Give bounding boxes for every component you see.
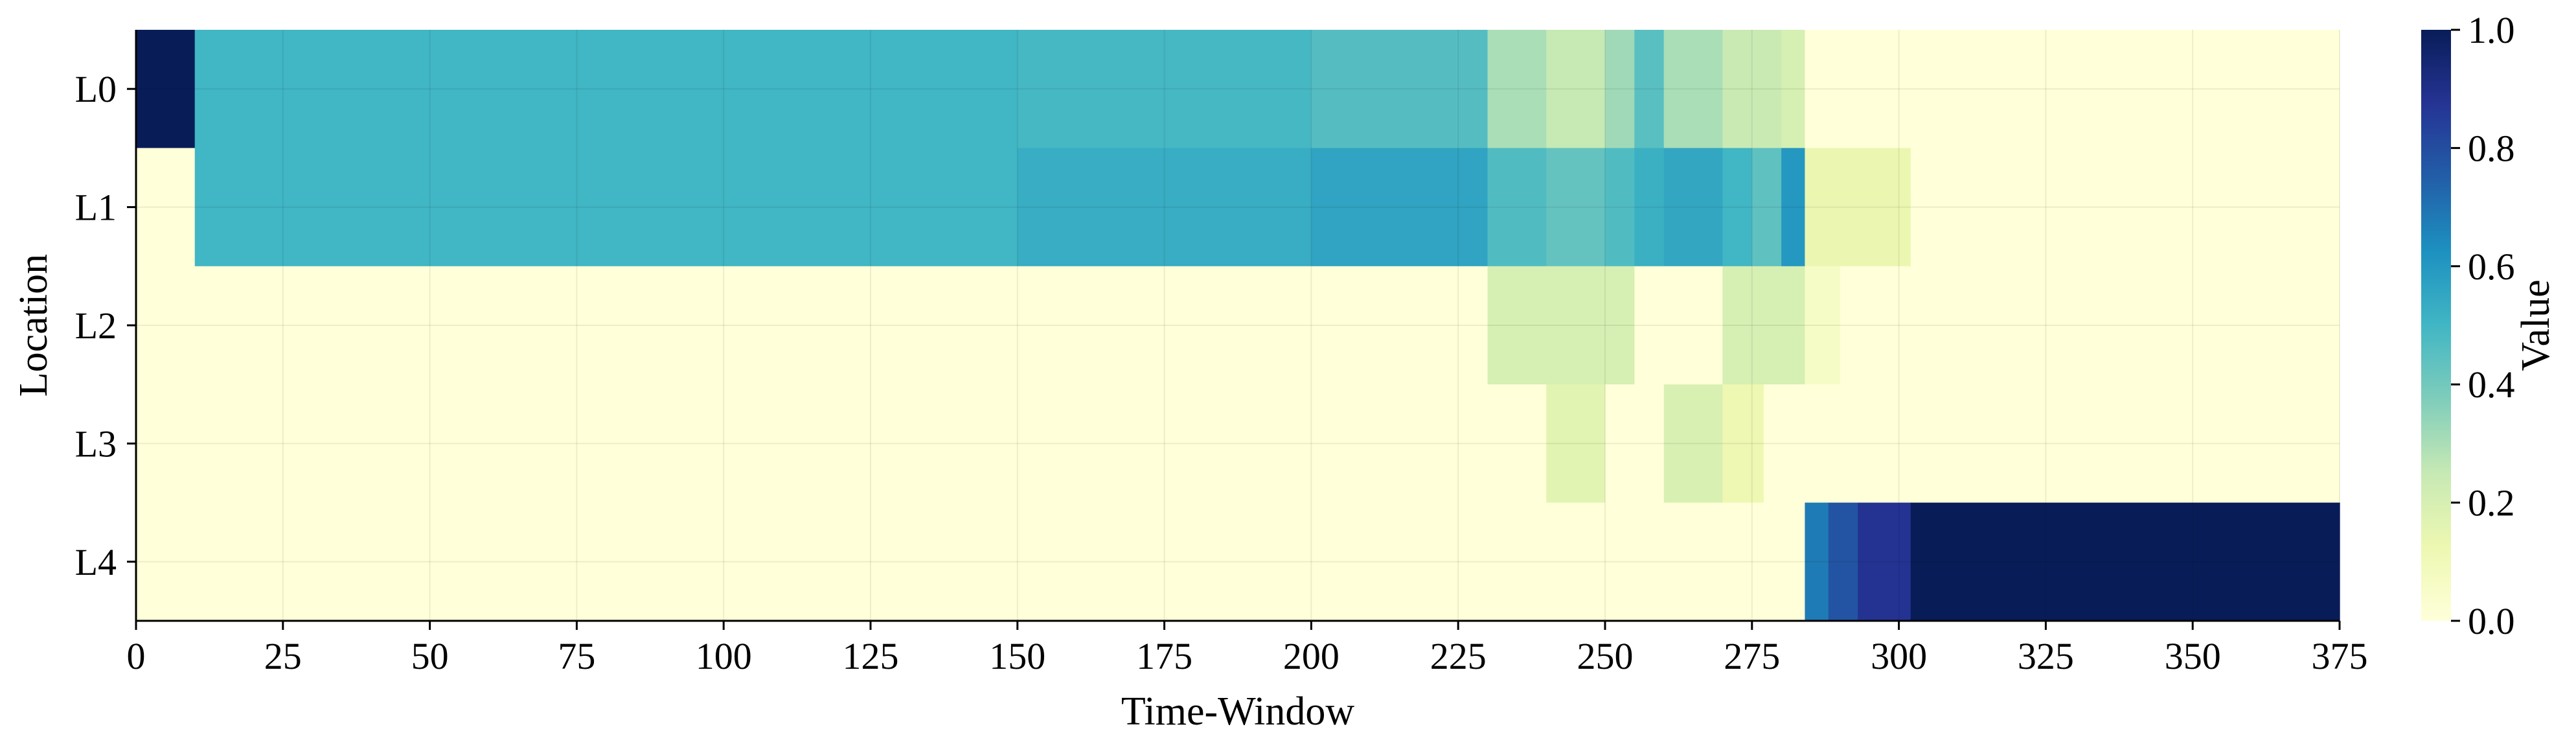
colorbar-tick-label: 1.0 [2468, 9, 2515, 51]
heatmap-cell-l1-2 [1017, 148, 1312, 267]
heatmap-cell-l1-6 [1605, 148, 1635, 267]
y-tick-label-l0: L0 [75, 68, 117, 110]
y-axis-ticks: L0 L1 L2 L3 L4 [75, 68, 136, 583]
y-tick-label-l2: L2 [75, 305, 117, 347]
colorbar-tick-label: 0.6 [2468, 246, 2515, 288]
colorbar-tick-label: 0.4 [2468, 364, 2515, 406]
x-tick-label: 50 [411, 635, 449, 677]
x-tick-label: 200 [1283, 635, 1339, 677]
heatmap-cell-l0-3 [1311, 30, 1488, 148]
y-tick-label-l4: L4 [75, 541, 117, 583]
heatmap-cell-l0-7 [1634, 30, 1665, 148]
heatmap-cell-l3-4 [1722, 384, 1764, 504]
x-tick-label: 350 [2165, 635, 2221, 677]
colorbar-tick-label: 0.8 [2468, 127, 2515, 169]
heatmap-cell-l2-4 [1805, 266, 1841, 385]
heatmap-cell-l1-5 [1546, 148, 1606, 267]
heatmap-cell-l2-5 [1840, 266, 2340, 385]
heatmap-cell-l0-8 [1663, 30, 1724, 148]
x-axis-label: Time-Window [1121, 690, 1355, 734]
heatmap-cell-l1-3 [1311, 148, 1488, 267]
x-tick-label: 75 [558, 635, 595, 677]
x-axis-ticks: 0 25 50 75 100 125 150 175 200 225 250 275 300 325 350… [127, 621, 2368, 677]
heatmap-cell-l4-4 [1910, 502, 2340, 621]
y-tick-label-l3: L3 [75, 423, 117, 465]
heatmap-cell-l0-11 [1805, 30, 2340, 148]
heatmap-cell-l3-2 [1605, 384, 1665, 504]
heatmap-cell-l4-0 [136, 502, 1806, 621]
heatmap-cell-l1-7 [1634, 148, 1665, 267]
colorbar-tick-label: 0.0 [2468, 600, 2515, 642]
heatmap-cell-l0-9 [1722, 30, 1782, 148]
x-tick-label: 325 [2018, 635, 2074, 677]
x-tick-label: 150 [989, 635, 1045, 677]
heatmap-cell-l1-13 [1910, 148, 2340, 267]
heatmap-cell-l0-6 [1605, 30, 1635, 148]
heatmap-cell-l0-2 [1017, 30, 1312, 148]
x-tick-label: 375 [2312, 635, 2368, 677]
colorbar-tick-label: 0.2 [2468, 482, 2515, 524]
colorbar: 0.0 0.2 0.4 0.6 0.8 1.0 [2421, 9, 2515, 642]
heatmap-cell-l1-9 [1722, 148, 1753, 267]
colorbar-label: Value [2514, 279, 2558, 371]
heatmap-cell-l2-2 [1634, 266, 1724, 385]
heatmap-cell-l0-10 [1781, 30, 1806, 148]
heatmap-cell-l1-10 [1751, 148, 1782, 267]
y-tick-label-l1: L1 [75, 187, 117, 229]
heatmap-cell-l3-5 [1763, 384, 2340, 504]
heatmap-cell-l2-1 [1487, 266, 1635, 385]
heatmap-cell-l4-1 [1805, 502, 1829, 621]
x-tick-label: 175 [1136, 635, 1192, 677]
heatmap-cell-l1-0 [136, 148, 196, 267]
heatmap-cell-l0-5 [1546, 30, 1606, 148]
x-tick-label: 300 [1871, 635, 1927, 677]
x-tick-label: 125 [843, 635, 899, 677]
x-tick-label: 275 [1724, 635, 1780, 677]
x-tick-label: 225 [1430, 635, 1487, 677]
x-tick-label: 0 [127, 635, 146, 677]
heatmap-cell-l2-3 [1722, 266, 1806, 385]
heatmap-cell-l1-4 [1487, 148, 1547, 267]
heatmap-cell-l1-11 [1781, 148, 1806, 267]
heatmap-cell-l3-1 [1546, 384, 1606, 504]
y-axis-label: Location [12, 254, 56, 397]
heatmap-cell-l4-3 [1858, 502, 1911, 621]
heatmap-cell-l0-4 [1487, 30, 1547, 148]
heatmap-cells [136, 30, 2340, 621]
heatmap-cell-l1-1 [194, 148, 1018, 267]
x-tick-label: 25 [264, 635, 302, 677]
grid-lines [135, 30, 2340, 621]
heatmap-cell-l2-0 [136, 266, 1488, 385]
heatmap-cell-l1-8 [1663, 148, 1724, 267]
x-tick-label: 250 [1577, 635, 1634, 677]
heatmap-cell-l0-1 [194, 30, 1018, 148]
heatmap-cell-l3-0 [136, 384, 1547, 504]
heatmap-cell-l1-12 [1805, 148, 1911, 267]
heatmap-cell-l3-3 [1663, 384, 1724, 504]
x-tick-label: 100 [696, 635, 752, 677]
heatmap-cell-l4-2 [1828, 502, 1858, 621]
heatmap-cell-l0-0 [136, 30, 196, 148]
colorbar-gradient [2421, 30, 2451, 621]
